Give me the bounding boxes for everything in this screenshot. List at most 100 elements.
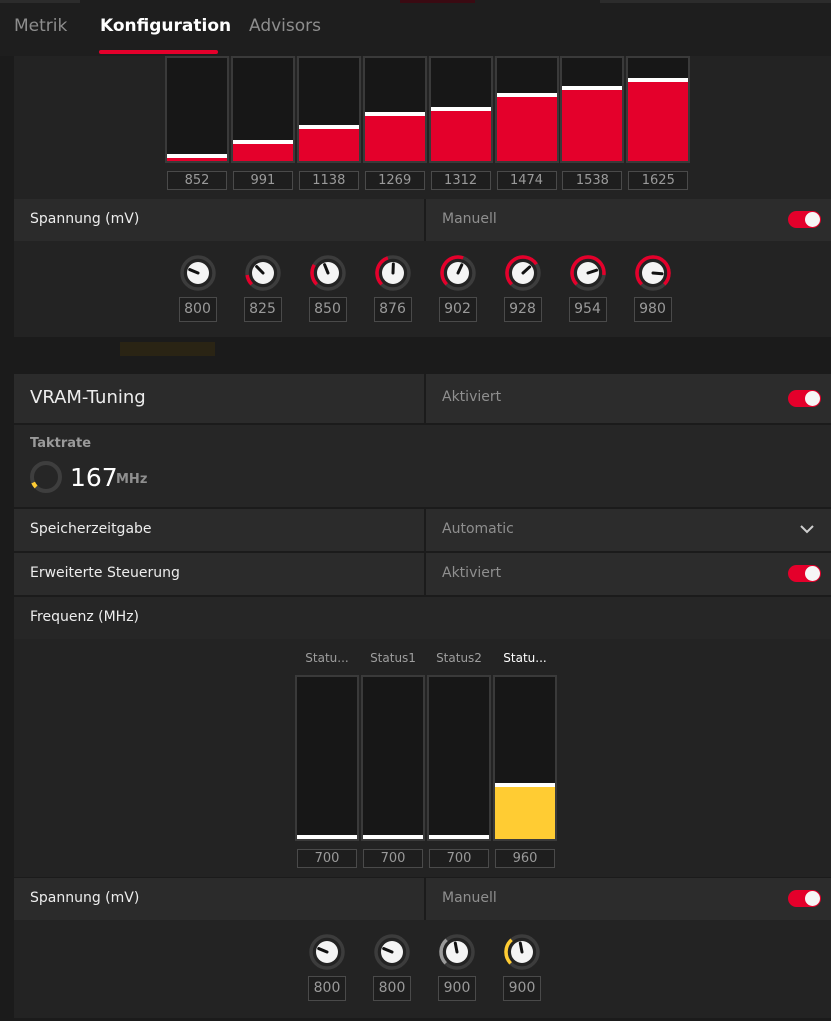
gpu-voltage-value-box[interactable]: 954 — [568, 297, 607, 322]
gpu-frequency-value-box: 1138 — [298, 171, 359, 190]
chevron-down-icon[interactable] — [800, 524, 814, 534]
vram-frequency-slider-2[interactable] — [361, 675, 425, 841]
slider-handle[interactable] — [363, 835, 423, 839]
slider-fill — [562, 90, 623, 161]
advanced-control-label-cell — [14, 553, 426, 595]
memory-timing-value[interactable]: Automatic — [442, 521, 514, 537]
tab-advisors[interactable]: Advisors — [249, 16, 322, 36]
rotary-knob-icon — [309, 255, 346, 291]
slider-fill — [628, 82, 689, 161]
slider-handle[interactable] — [298, 125, 359, 129]
slider-handle[interactable] — [297, 835, 357, 839]
rotary-knob-icon — [244, 255, 281, 291]
gpu-voltage-knob-2[interactable] — [243, 253, 283, 293]
slider-handle[interactable] — [495, 783, 555, 787]
gpu-voltage-knob-4[interactable] — [373, 253, 413, 293]
gpu-voltage-value-box[interactable]: 980 — [633, 297, 672, 322]
tab-konfiguration[interactable]: Konfiguration — [100, 16, 232, 36]
gpu-voltage-mode: Manuell — [442, 211, 497, 227]
top-strip-right — [600, 0, 831, 3]
toggle-knob — [805, 566, 820, 581]
slider-handle[interactable] — [628, 78, 689, 82]
gpu-frequency-slider-1[interactable] — [165, 56, 229, 163]
gpu-voltage-knob-8[interactable] — [633, 253, 673, 293]
vram-frequency-slider-4[interactable] — [493, 675, 557, 841]
rotary-knob-icon — [179, 255, 216, 291]
state-header-2: Status1 — [370, 651, 416, 665]
vram-clock-unit: MHz — [116, 472, 148, 487]
gpu-voltage-knob-7[interactable] — [568, 253, 608, 293]
vram-frequency-value-box: 700 — [363, 849, 423, 868]
vram-voltage-row: Spannung (mV) Manuell — [14, 878, 831, 920]
gpu-frequency-slider-8[interactable] — [626, 56, 691, 163]
gpu-voltage-value-box[interactable]: 850 — [308, 297, 347, 322]
gpu-frequency-value-box: 991 — [232, 171, 293, 190]
slider-fill — [232, 144, 293, 161]
vram-frequency-value-box: 700 — [297, 849, 357, 868]
gpu-frequency-slider-4[interactable] — [362, 56, 427, 163]
vram-tuning-label-cell — [14, 374, 426, 423]
gpu-voltage-value-box[interactable]: 825 — [243, 297, 282, 322]
memory-timing-label: Speicherzeitgabe — [30, 521, 152, 537]
gpu-voltage-value-box[interactable]: 928 — [503, 297, 542, 322]
slider-fill — [495, 787, 555, 839]
slider-handle[interactable] — [167, 154, 227, 158]
vram-voltage-label-cell — [14, 878, 426, 920]
vram-tuning-toggle[interactable] — [788, 390, 821, 407]
vram-voltage-value-box[interactable]: 900 — [503, 976, 541, 1001]
gpu-voltage-value-box[interactable]: 876 — [373, 297, 412, 322]
gpu-frequency-value-box: 1474 — [496, 171, 557, 190]
top-strip-accent — [400, 0, 475, 3]
vram-voltage-toggle[interactable] — [788, 890, 821, 907]
vram-clock-gauge — [30, 461, 62, 493]
gpu-voltage-knob-3[interactable] — [308, 253, 348, 293]
gpu-voltage-toggle[interactable] — [788, 211, 821, 228]
vram-frequency-label: Frequenz (MHz) — [30, 609, 140, 625]
gpu-frequency-slider-5[interactable] — [428, 56, 493, 163]
gpu-voltage-value-box[interactable]: 902 — [438, 297, 477, 322]
gpu-frequency-slider-6[interactable] — [494, 56, 559, 163]
vram-voltage-value-box[interactable]: 800 — [308, 976, 346, 1001]
gpu-frequency-slider-2[interactable] — [230, 56, 295, 163]
slider-handle[interactable] — [562, 86, 623, 90]
slider-fill — [496, 97, 557, 161]
gpu-frequency-slider-7[interactable] — [560, 56, 625, 163]
advanced-control-toggle[interactable] — [788, 565, 821, 582]
slider-handle[interactable] — [364, 112, 425, 116]
vram-frequency-slider-1[interactable] — [295, 675, 359, 841]
vram-voltage-knob-2[interactable] — [372, 932, 412, 972]
vram-voltage-value-box[interactable]: 800 — [373, 976, 411, 1001]
vram-voltage-knob-4[interactable] — [502, 932, 542, 972]
state-header-1: Statu... — [305, 651, 349, 665]
gpu-voltage-label: Spannung (mV) — [30, 211, 140, 227]
background-glow — [120, 342, 215, 356]
advanced-control-status: Aktiviert — [442, 565, 502, 581]
tab-active-indicator — [99, 50, 218, 54]
slider-handle[interactable] — [429, 835, 489, 839]
gpu-frequency-value-box: 1538 — [562, 171, 623, 190]
gpu-frequency-slider-3[interactable] — [296, 56, 361, 163]
vram-voltage-knob-3[interactable] — [437, 932, 477, 972]
gpu-voltage-knob-6[interactable] — [503, 253, 543, 293]
gpu-voltage-knob-5[interactable] — [438, 253, 478, 293]
vram-frequency-value-box: 960 — [495, 849, 555, 868]
gpu-voltage-knob-1[interactable] — [178, 253, 218, 293]
rotary-knob-icon — [504, 934, 540, 970]
slider-handle[interactable] — [232, 140, 293, 144]
memory-timing-row: Speicherzeitgabe Automatic — [14, 509, 831, 551]
rotary-knob-icon — [439, 934, 475, 970]
slider-handle[interactable] — [430, 107, 491, 111]
vram-voltage-knob-1[interactable] — [307, 932, 347, 972]
rotary-knob-icon — [374, 255, 411, 291]
gpu-voltage-panel — [14, 241, 831, 337]
advanced-control-row: Erweiterte Steuerung Aktiviert — [14, 553, 831, 595]
gpu-voltage-value-box[interactable]: 800 — [178, 297, 217, 322]
vram-voltage-value-box[interactable]: 900 — [438, 976, 476, 1001]
vram-frequency-value-box: 700 — [429, 849, 489, 868]
gpu-frequency-value-box: 1269 — [364, 171, 425, 190]
slider-handle[interactable] — [496, 93, 557, 97]
vram-frequency-slider-3[interactable] — [427, 675, 491, 841]
toggle-knob — [805, 891, 820, 906]
tab-metrik[interactable]: Metrik — [14, 16, 68, 36]
slider-fill — [298, 129, 359, 161]
